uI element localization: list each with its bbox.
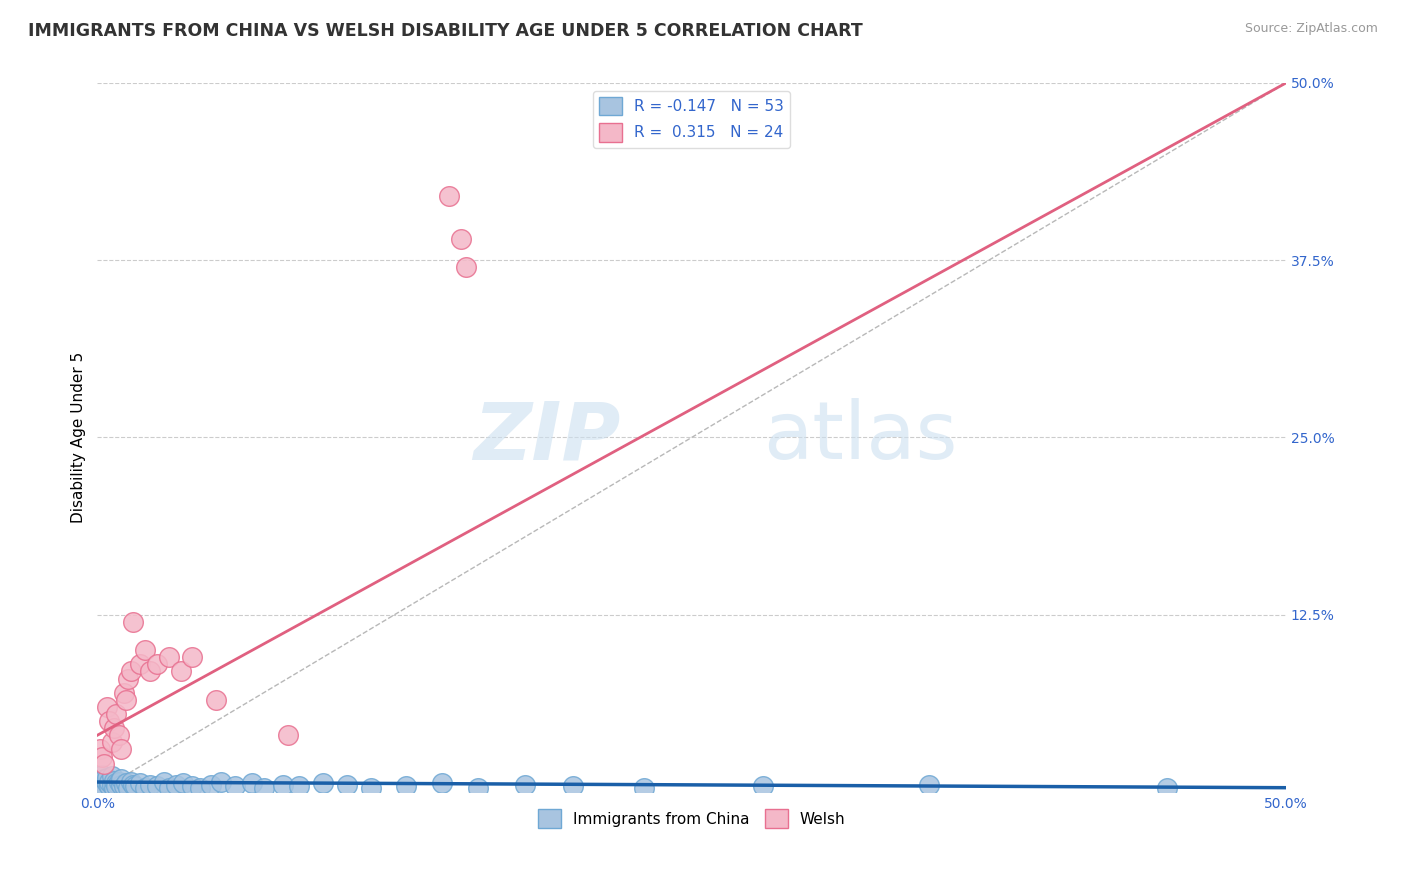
Point (277, 728, 299, 742)
Point (134, 643, 156, 657)
Point (165, 778, 187, 792)
Point (91, 778, 114, 792)
Point (146, 657, 169, 672)
Point (138, 778, 160, 792)
Point (918, 778, 941, 792)
Point (93, 772, 115, 787)
Point (561, 779, 583, 793)
Point (103, 780, 125, 795)
Point (271, 778, 294, 792)
Point (117, 780, 139, 795)
Text: Source: ZipAtlas.com: Source: ZipAtlas.com (1244, 22, 1378, 36)
Point (253, 780, 276, 795)
Point (105, 706, 128, 721)
Point (103, 721, 125, 735)
Point (120, 775, 142, 789)
Point (153, 775, 176, 789)
Point (200, 778, 222, 792)
Point (515, 778, 537, 792)
Point (105, 779, 128, 793)
Point (124, 779, 146, 793)
Text: atlas: atlas (763, 399, 957, 476)
Point (107, 728, 129, 742)
Point (100, 735, 122, 749)
Point (100, 769, 122, 783)
Point (157, 650, 180, 665)
Point (96, 699, 118, 714)
Point (146, 779, 169, 793)
Point (1156, 780, 1178, 795)
Text: ZIP: ZIP (472, 399, 620, 476)
Y-axis label: Disability Age Under 5: Disability Age Under 5 (72, 351, 86, 523)
Point (98, 775, 121, 789)
Point (138, 665, 160, 679)
Point (103, 773, 125, 788)
Point (209, 775, 232, 789)
Point (115, 693, 138, 707)
Point (100, 778, 122, 792)
Point (98, 779, 121, 793)
Point (752, 779, 775, 793)
Point (360, 780, 382, 795)
Point (91, 749, 114, 764)
Point (134, 780, 156, 795)
Point (89, 773, 111, 788)
Point (172, 776, 194, 790)
Point (336, 778, 359, 792)
Point (240, 776, 263, 790)
Point (110, 742, 132, 756)
Point (112, 686, 135, 700)
Point (112, 779, 135, 793)
Point (467, 780, 489, 795)
Point (129, 776, 152, 790)
Point (110, 778, 132, 792)
Point (188, 780, 211, 795)
Point (105, 776, 128, 790)
Point (437, 189, 460, 203)
Point (157, 780, 180, 795)
Point (395, 779, 418, 793)
Point (122, 778, 145, 792)
Point (98, 714, 121, 728)
Point (454, 260, 477, 275)
Point (117, 672, 139, 686)
Point (120, 665, 142, 679)
Point (93, 756, 115, 771)
Point (181, 779, 204, 793)
Point (169, 665, 191, 679)
Point (96, 776, 118, 790)
Text: IMMIGRANTS FROM CHINA VS WELSH DISABILITY AGE UNDER 5 CORRELATION CHART: IMMIGRANTS FROM CHINA VS WELSH DISABILIT… (28, 22, 863, 40)
Point (129, 657, 152, 672)
Point (89, 742, 111, 756)
Point (115, 776, 138, 790)
Point (288, 779, 311, 793)
Point (224, 779, 246, 793)
Point (430, 776, 453, 790)
Point (110, 772, 132, 787)
Point (205, 693, 228, 707)
Point (312, 776, 335, 790)
Point (91, 768, 114, 782)
Point (633, 780, 655, 795)
Point (181, 650, 204, 665)
Point (93, 780, 115, 795)
Point (122, 615, 145, 629)
Point (96, 771, 118, 785)
Point (107, 775, 129, 789)
Legend: Immigrants from China, Welsh: Immigrants from China, Welsh (531, 803, 852, 834)
Point (450, 232, 472, 246)
